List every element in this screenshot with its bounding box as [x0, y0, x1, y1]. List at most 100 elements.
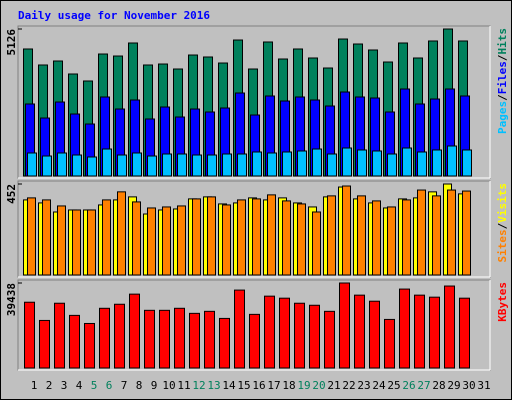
bar — [279, 297, 290, 369]
bar — [72, 209, 81, 276]
bar — [414, 294, 425, 369]
bar — [234, 289, 245, 369]
bar — [132, 152, 142, 177]
x-tick-label: 20 — [312, 379, 325, 392]
x-tick-label: 16 — [252, 379, 265, 392]
bar — [372, 150, 382, 177]
bar — [117, 154, 127, 177]
bar — [399, 288, 410, 369]
x-tick-label: 27 — [417, 379, 430, 392]
bar — [57, 205, 66, 276]
legend: KBytes — [496, 282, 509, 322]
bar — [447, 189, 456, 276]
bar — [462, 190, 471, 276]
x-tick-label: 23 — [357, 379, 370, 392]
bar — [282, 151, 292, 177]
x-tick-label: 25 — [387, 379, 400, 392]
bar — [387, 153, 397, 177]
bar — [357, 149, 367, 177]
bar — [267, 152, 277, 177]
bar — [87, 209, 96, 276]
y-tick-label: 39438 — [5, 283, 18, 316]
bar — [402, 147, 412, 177]
x-tick-label: 11 — [177, 379, 190, 392]
bar — [174, 307, 185, 369]
bar — [282, 200, 291, 276]
bar — [459, 297, 470, 369]
bar — [42, 199, 51, 276]
bar — [102, 148, 112, 177]
bar — [297, 150, 307, 177]
bar — [192, 154, 202, 177]
bar — [222, 153, 232, 177]
bar — [27, 197, 36, 276]
bar — [207, 196, 216, 276]
bar — [372, 200, 381, 276]
legend: Sites/Visits — [496, 183, 509, 263]
bar — [417, 189, 426, 276]
bar — [417, 151, 427, 177]
bar — [324, 310, 335, 369]
x-tick-label: 3 — [61, 379, 68, 392]
bar — [117, 191, 126, 276]
bar — [27, 152, 37, 177]
x-tick-label: 6 — [106, 379, 113, 392]
bar — [159, 309, 170, 369]
bar — [264, 295, 275, 369]
x-tick-label: 15 — [237, 379, 250, 392]
bar — [114, 303, 125, 369]
x-tick-label: 1 — [31, 379, 38, 392]
x-tick-label: 21 — [327, 379, 340, 392]
bar — [429, 296, 440, 369]
x-tick-label: 29 — [447, 379, 460, 392]
bar — [432, 195, 441, 276]
bar — [132, 201, 141, 276]
legend-entry: KBytes — [496, 282, 509, 322]
bar — [177, 153, 187, 177]
bar — [237, 153, 247, 177]
bar — [327, 195, 336, 276]
x-tick-label: 5 — [91, 379, 98, 392]
bar — [462, 149, 472, 177]
bar — [327, 153, 337, 177]
bar — [219, 317, 230, 369]
x-tick-label: 30 — [462, 379, 475, 392]
bar — [162, 153, 172, 177]
x-tick-label: 2 — [46, 379, 53, 392]
x-tick-label: 24 — [372, 379, 386, 392]
bar — [42, 155, 52, 177]
legend-separator: / — [496, 54, 509, 61]
bar — [87, 156, 97, 177]
x-tick-label: 28 — [432, 379, 445, 392]
bar — [129, 293, 140, 369]
bar — [354, 294, 365, 369]
bar — [84, 322, 95, 369]
bar — [312, 148, 322, 177]
legend-entry: Files — [496, 61, 509, 94]
bar — [294, 302, 305, 369]
bar — [72, 154, 82, 177]
bar — [252, 198, 261, 276]
bar — [69, 314, 80, 369]
bar — [99, 307, 110, 369]
bar — [339, 282, 350, 369]
bar — [204, 310, 215, 369]
bar — [222, 204, 231, 276]
bar — [177, 205, 186, 276]
bar — [252, 151, 262, 177]
bar — [237, 199, 246, 276]
bar — [39, 319, 50, 369]
legend-entry: Sites — [496, 229, 509, 262]
x-tick-label: 4 — [76, 379, 83, 392]
bar — [189, 312, 200, 369]
x-tick-label: 22 — [342, 379, 355, 392]
bar — [162, 206, 171, 276]
bar — [147, 207, 156, 276]
x-tick-label: 17 — [267, 379, 280, 392]
bar — [432, 149, 442, 177]
bar — [402, 199, 411, 276]
x-tick-label: 26 — [402, 379, 415, 392]
y-tick-label: 5126 — [5, 29, 18, 56]
bar — [267, 194, 276, 276]
